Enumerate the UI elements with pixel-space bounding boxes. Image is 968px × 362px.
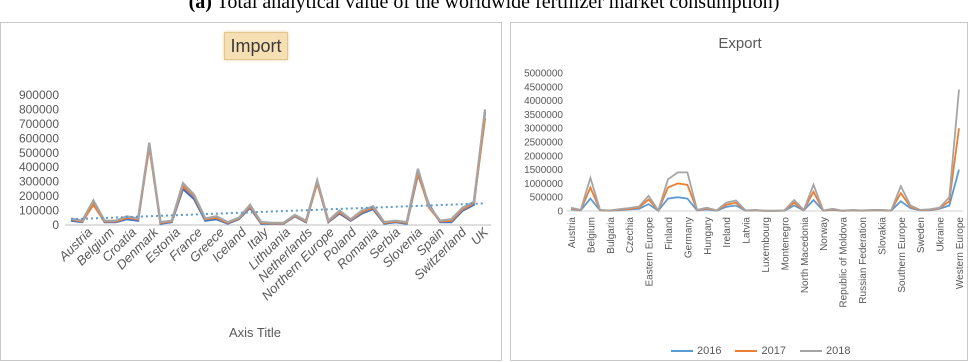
import-y-tick-label: 200000 bbox=[19, 189, 59, 203]
legend-label: 2016 bbox=[697, 345, 722, 357]
export-y-tick-label: 2000000 bbox=[524, 151, 563, 162]
export-y-tick-label: 2500000 bbox=[524, 138, 563, 149]
import-y-tick-label: 400000 bbox=[19, 160, 59, 174]
legend-swatch bbox=[671, 350, 693, 352]
export-x-tick-label: Austria bbox=[567, 217, 578, 249]
export-x-tick-label: Ireland bbox=[722, 217, 733, 248]
export-chart-plot: 0 500000 1000000 1500000 2000000 2500000 30000… bbox=[524, 69, 966, 308]
export-x-tick-label: Russian Federation bbox=[858, 217, 869, 304]
export-y-tick-label: 5000000 bbox=[524, 69, 563, 80]
export-y-tick-label: 1500000 bbox=[524, 165, 563, 176]
export-x-tick-label: Luxembourg bbox=[761, 217, 772, 273]
legend-label: 2018 bbox=[825, 345, 851, 357]
export-series-line-2017 bbox=[570, 128, 960, 213]
import-y-tick-label: 500000 bbox=[19, 146, 59, 160]
import-x-tick-label: UK bbox=[468, 224, 492, 248]
export-x-tick-label: North Macedonia bbox=[800, 217, 811, 294]
import-y-tick-label: 0 bbox=[52, 218, 59, 232]
import-y-tick-label: 300000 bbox=[19, 175, 59, 189]
import-trendline bbox=[70, 202, 486, 221]
import-y-tick-label: 100000 bbox=[19, 204, 59, 218]
export-x-tick-label: Ukraine bbox=[936, 217, 947, 252]
import-y-tick-label: 600000 bbox=[19, 131, 59, 145]
export-x-tick-label: Eastern Europe bbox=[645, 217, 656, 287]
export-chart-panel: Export 0 500000 1000000 1500000 2000000 25000… bbox=[510, 22, 968, 361]
export-chart-legend: 2016 2017 2018 bbox=[671, 345, 850, 357]
export-x-tick-label: Slovakia bbox=[877, 217, 888, 255]
export-y-tick-label: 4000000 bbox=[524, 96, 563, 107]
export-y-tick-label: 3500000 bbox=[524, 110, 563, 121]
export-y-tick-label: 0 bbox=[557, 207, 563, 218]
import-y-tick-label: 700000 bbox=[19, 117, 59, 131]
caption-text: Total analytical value of the worldwide … bbox=[216, 0, 780, 13]
export-x-tick-label: Sweden bbox=[916, 217, 927, 253]
legend-item-2018: 2018 bbox=[799, 345, 851, 357]
export-series-line-2016 bbox=[570, 169, 960, 212]
import-chart-title: Import bbox=[224, 32, 288, 60]
import-x-axis-title: Axis Title bbox=[229, 325, 282, 340]
import-series-line-2 bbox=[70, 117, 487, 225]
export-x-tick-label: Germany bbox=[683, 217, 694, 258]
export-y-tick-label: 3000000 bbox=[524, 124, 563, 135]
legend-swatch bbox=[735, 350, 758, 352]
import-series-line-3 bbox=[70, 109, 487, 224]
export-x-tick-label: Latvia bbox=[742, 217, 753, 244]
export-x-tick-label: Montenegro bbox=[780, 217, 791, 271]
import-chart-panel: Import 0 100000 200000 300000 400000 500000 60… bbox=[0, 22, 502, 361]
import-series-line-1 bbox=[70, 112, 487, 225]
export-x-tick-label: Republic of Moldova bbox=[839, 217, 850, 308]
export-series-line-2018 bbox=[570, 89, 960, 213]
import-y-tick-label: 800000 bbox=[19, 102, 59, 116]
export-x-tick-label: Hungary bbox=[703, 217, 714, 255]
export-x-tick-label: Southern Europe bbox=[897, 217, 908, 293]
export-chart-title: Export bbox=[718, 35, 762, 52]
export-x-tick-label: Czechia bbox=[625, 217, 636, 254]
export-x-tick-label: Bulgaria bbox=[606, 217, 617, 254]
export-y-tick-label: 1000000 bbox=[524, 179, 563, 190]
caption-prefix: (a) bbox=[188, 0, 212, 13]
export-x-tick-label: Finland bbox=[664, 217, 675, 250]
import-y-tick-label: 900000 bbox=[19, 88, 59, 102]
export-x-tick-label: Belgium bbox=[586, 217, 597, 253]
export-y-tick-label: 500000 bbox=[530, 193, 564, 204]
figure-caption: (a) Total analytical value of the worldw… bbox=[0, 0, 968, 14]
legend-item-2017: 2017 bbox=[735, 345, 786, 357]
export-y-tick-label: 4500000 bbox=[524, 82, 563, 93]
export-x-tick-label: Western Europe bbox=[955, 217, 966, 290]
legend-swatch bbox=[799, 350, 822, 352]
export-x-tick-label: Norway bbox=[819, 217, 830, 251]
legend-label: 2017 bbox=[761, 345, 786, 357]
legend-item-2016: 2016 bbox=[671, 345, 721, 357]
import-chart-plot: 0100000200000300000400000500000600000700… bbox=[19, 88, 492, 303]
